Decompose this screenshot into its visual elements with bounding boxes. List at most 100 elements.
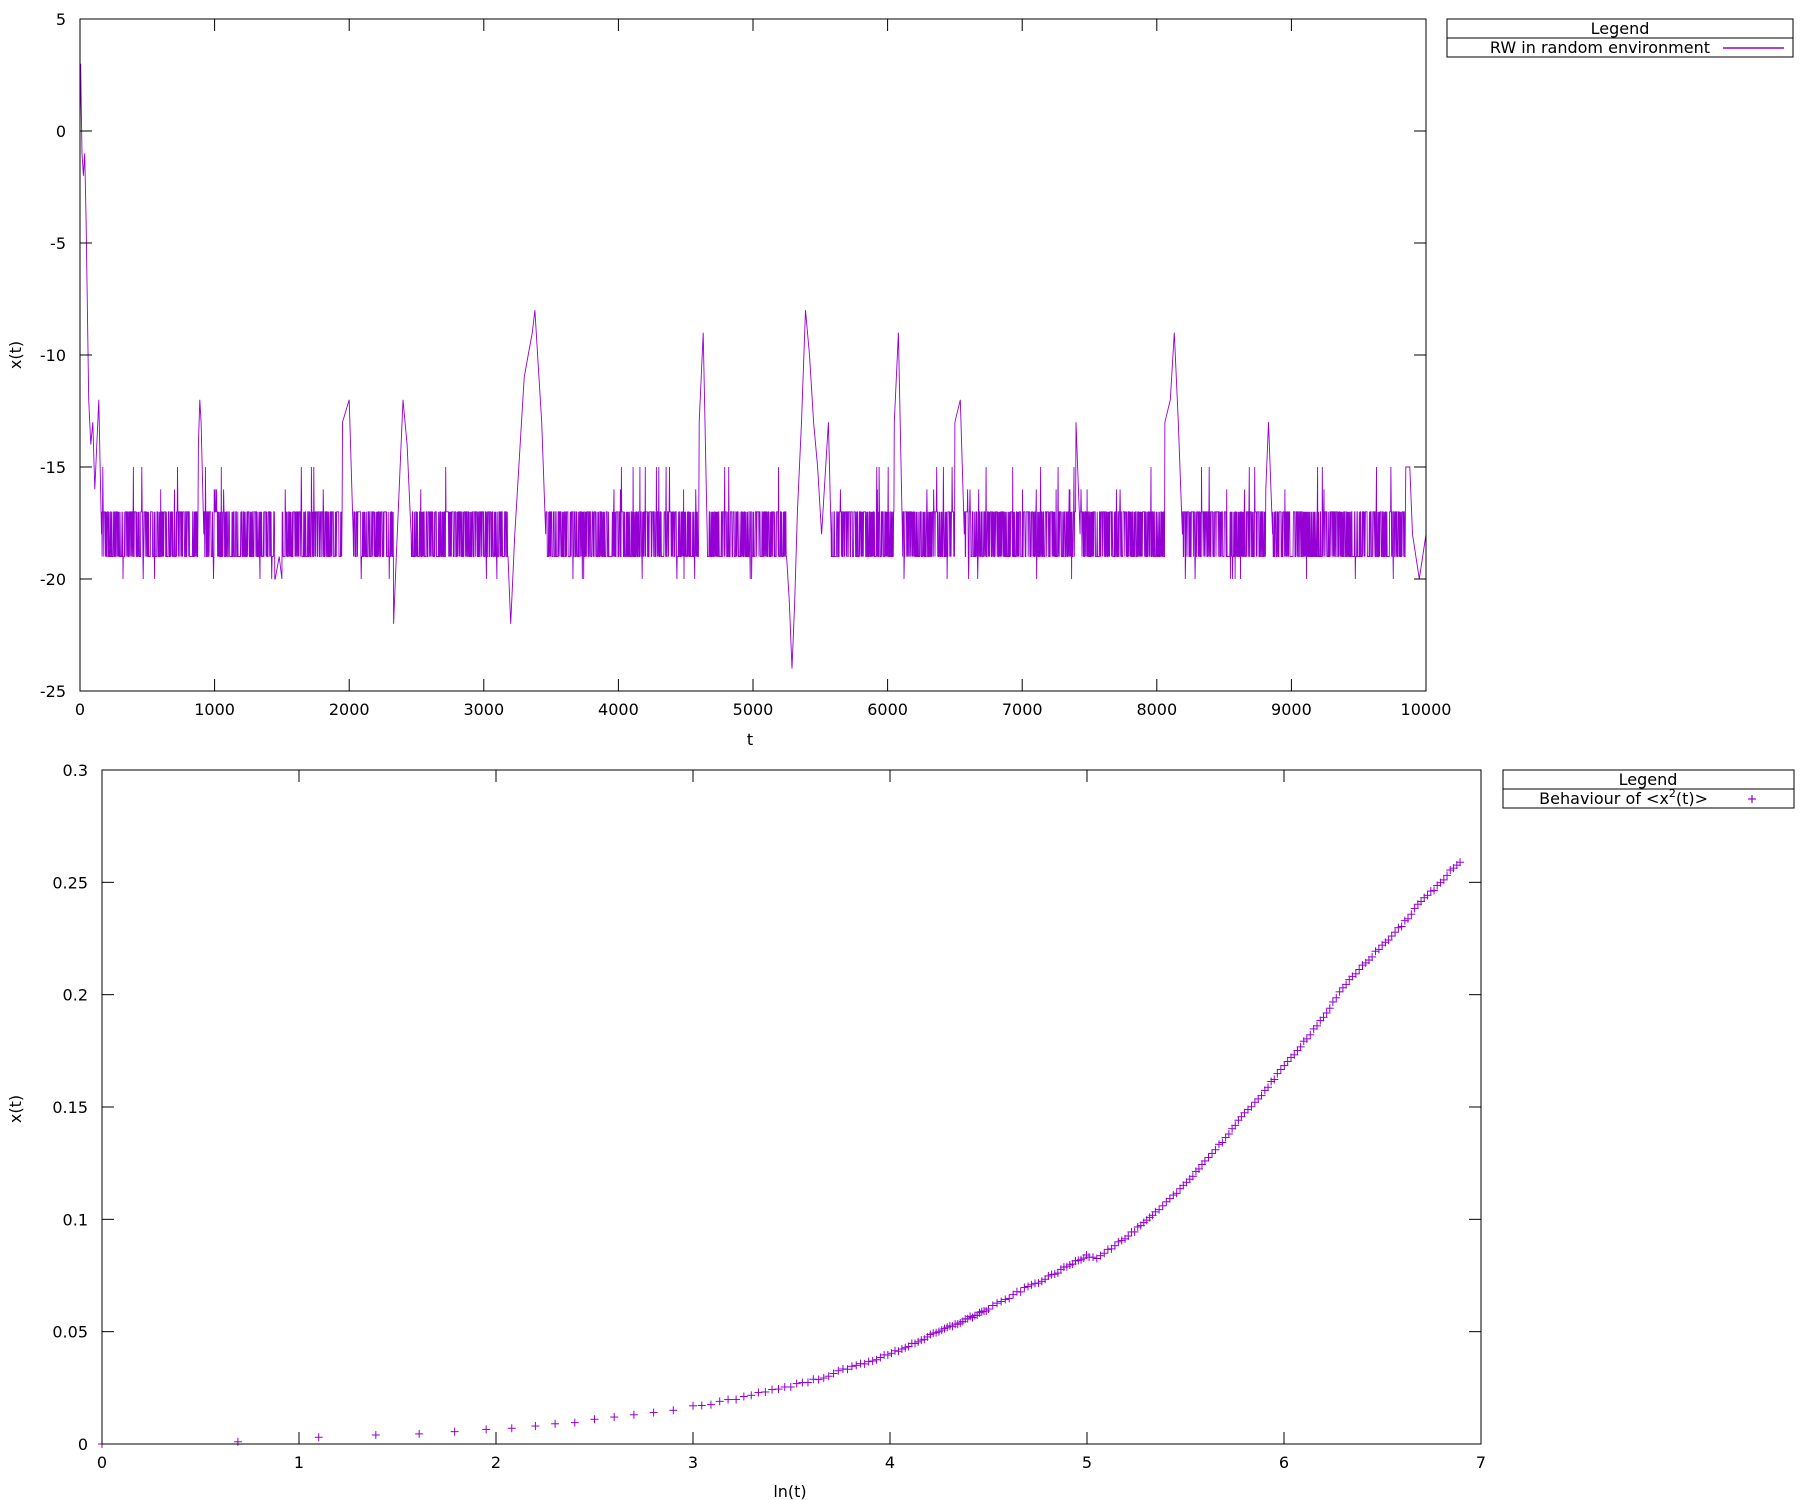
chart-2-data-point — [371, 1431, 380, 1440]
chart-2-data-point — [1041, 1275, 1050, 1284]
chart-2-data-point — [1221, 1133, 1230, 1142]
chart-2-y-tick-label: 0.25 — [52, 873, 88, 892]
chart-2-legend-title: Legend — [1619, 770, 1678, 789]
chart-2-data-point — [1273, 1069, 1282, 1078]
chart-2-data-point — [1368, 952, 1377, 961]
chart-2-data-point — [1114, 1237, 1123, 1246]
chart-2-data-point — [1165, 1194, 1174, 1203]
chart-2-data-point — [1426, 887, 1435, 896]
chart-2-data-point — [1355, 965, 1364, 974]
chart-2-data-point — [1130, 1227, 1139, 1236]
chart-2-data-point — [724, 1395, 733, 1404]
chart-1-series-line — [79, 63, 1427, 669]
chart-2-y-ticks: 0 0.05 0.1 0.15 0.2 0.25 0.3 — [52, 761, 1481, 1454]
chart-2-data-point — [610, 1413, 619, 1422]
chart-2-data-point — [1224, 1129, 1233, 1138]
chart-2-data-point — [814, 1375, 823, 1384]
chart-2-data-point — [669, 1406, 678, 1415]
chart-1-y-tick-label: -20 — [40, 570, 66, 589]
chart-2-data-point — [988, 1301, 997, 1310]
chart-2-data-point — [834, 1366, 843, 1375]
chart-1-y-tick-label: 5 — [56, 10, 66, 29]
chart-2-data-point — [590, 1415, 599, 1424]
chart-2-data-point — [1037, 1277, 1046, 1286]
chart-1-x-tick-label: 10000 — [1401, 700, 1452, 719]
chart-2-data-point — [1322, 1008, 1331, 1017]
chart-2-data-point — [1023, 1282, 1032, 1291]
chart-2-data-point — [1158, 1201, 1167, 1210]
chart-2-data-point — [1403, 914, 1412, 923]
chart-2-data-point — [747, 1391, 756, 1400]
chart-2-data-point — [1169, 1191, 1178, 1200]
chart-2-data-point — [1342, 980, 1351, 989]
chart-2-x-tick-label: 7 — [1476, 1453, 1486, 1472]
chart-2-data-point — [1100, 1249, 1109, 1258]
chart-2-y-tick-label: 0.3 — [63, 761, 88, 780]
chart-2-data-point — [1250, 1098, 1259, 1107]
chart-2-data-point — [1423, 891, 1432, 900]
chart-2-data-point — [860, 1359, 869, 1368]
chart-2-data-point — [1443, 871, 1452, 880]
chart-2-data-point — [1270, 1075, 1279, 1084]
chart-2-legend-marker-sample — [1748, 795, 1756, 803]
chart-2-data-point — [1332, 993, 1341, 1002]
chart-2-data-point — [531, 1422, 540, 1431]
chart-2: 0 1 2 3 4 5 6 7 0 0.05 0.1 0.15 0.2 0.25 0.3 ln(t) x(… — [6, 761, 1795, 1500]
chart-2-y-axis-label: x(t) — [6, 1095, 25, 1123]
chart-1-x-tick-label: 1000 — [194, 700, 235, 719]
chart-1-x-tick-label: 6000 — [867, 700, 908, 719]
chart-2-data-point — [715, 1397, 724, 1406]
chart-1-x-tick-label: 4000 — [598, 700, 639, 719]
chart-2-data-point — [786, 1383, 795, 1392]
chart-2-data-point — [1044, 1271, 1053, 1280]
chart-2-data-point — [649, 1408, 658, 1417]
chart-2-data-point — [1387, 932, 1396, 941]
chart-2-data-point — [868, 1357, 877, 1366]
chart-1-x-ticks: 0 1000 2000 3000 4000 5000 6000 7000 8000 9000 100… — [75, 19, 1452, 719]
chart-2-data-point — [829, 1369, 838, 1378]
chart-1-legend-entry-box — [1446, 37, 1794, 58]
chart-2-data-point — [1439, 875, 1448, 884]
chart-2-data-point — [864, 1357, 873, 1366]
chart-2-data-point — [761, 1387, 770, 1396]
chart-2-legend-superscript: 2 — [1669, 787, 1676, 800]
chart-1-x-tick-label: 3000 — [463, 700, 504, 719]
chart-2-data-point — [774, 1385, 783, 1394]
chart-2-legend-entry-box — [1502, 788, 1795, 809]
chart-2-data-point — [1290, 1050, 1299, 1059]
chart-1-x-tick-label: 8000 — [1136, 700, 1177, 719]
chart-1-x-tick-label: 0 — [75, 700, 85, 719]
chart-2-data-point — [1316, 1016, 1325, 1025]
chart-2-data-point — [697, 1401, 706, 1410]
chart-2-data-point — [482, 1425, 491, 1434]
chart-1-legend-title: Legend — [1591, 19, 1650, 38]
chart-2-data-point — [1162, 1197, 1171, 1206]
chart-2-data-point — [450, 1427, 459, 1436]
chart-1: 0 1000 2000 3000 4000 5000 6000 7000 8000 9000 100… — [6, 10, 1794, 749]
chart-2-data-point — [803, 1378, 812, 1387]
chart-1-y-tick-label: -15 — [40, 458, 66, 477]
chart-2-data-point — [1374, 945, 1383, 954]
chart-2-x-tick-label: 4 — [885, 1453, 895, 1472]
chart-2-x-tick-label: 6 — [1279, 1453, 1289, 1472]
chart-2-data-point — [1384, 936, 1393, 945]
chart-2-y-tick-label: 0 — [78, 1435, 88, 1454]
chart-2-data-point — [739, 1392, 748, 1401]
chart-2-y-tick-label: 0.05 — [52, 1323, 88, 1342]
chart-2-legend: Legend Behaviour of <x2(t)> — [1502, 769, 1795, 809]
chart-2-data-point — [1020, 1283, 1029, 1292]
chart-2-data-point — [1276, 1065, 1285, 1074]
chart-2-data-point — [1005, 1294, 1014, 1303]
chart-2-data-point — [1218, 1138, 1227, 1147]
chart-2-data-point — [1296, 1042, 1305, 1051]
chart-2-legend-entry-text-tail: (t)> — [1676, 789, 1708, 808]
chart-2-data-point — [1283, 1057, 1292, 1066]
chart-2-data-point — [1338, 983, 1347, 992]
chart-1-y-tick-label: -10 — [40, 346, 66, 365]
chart-2-data-point — [1247, 1102, 1256, 1111]
chart-2-data-point — [1306, 1030, 1315, 1039]
chart-2-data-point — [314, 1433, 323, 1442]
chart-2-data-point — [847, 1362, 856, 1371]
chart-2-data-point — [1214, 1140, 1223, 1149]
